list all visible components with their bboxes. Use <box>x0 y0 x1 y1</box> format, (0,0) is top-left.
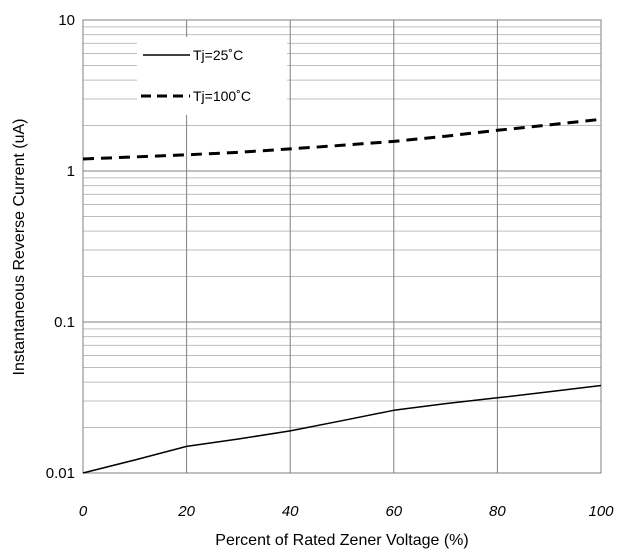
x-tick-labels: 0 20 40 60 80 100 <box>79 503 614 520</box>
minor-gridlines <box>83 26 601 429</box>
y-tick-label: 10 <box>58 12 75 29</box>
legend-label-tj100: Tj=100˚C <box>193 88 251 104</box>
y-tick-labels: 0.01 0.1 1 10 <box>46 12 75 482</box>
y-tick-label: 1 <box>67 163 75 180</box>
legend-label-tj25: Tj=25˚C <box>193 47 243 63</box>
series-line-1 <box>82 117 602 161</box>
x-axis-label: Percent of Rated Zener Voltage (%) <box>215 532 468 549</box>
series-line-0 <box>82 384 602 474</box>
x-tick-label: 60 <box>385 503 402 520</box>
legend: Tj=25˚C Tj=100˚C <box>137 37 287 115</box>
y-tick-label: 0.1 <box>54 314 75 331</box>
plot-frame <box>82 19 602 474</box>
x-tick-label: 20 <box>177 503 195 520</box>
x-tick-label: 0 <box>79 503 88 520</box>
x-tick-label: 100 <box>588 503 614 520</box>
series-layer <box>82 117 602 474</box>
x-tick-label: 80 <box>489 503 506 520</box>
y-axis-label: Instantaneous Reverse Current (uA) <box>11 118 28 375</box>
legend-box <box>137 37 287 115</box>
x-tick-label: 40 <box>282 503 299 520</box>
y-tick-label: 0.01 <box>46 465 75 482</box>
